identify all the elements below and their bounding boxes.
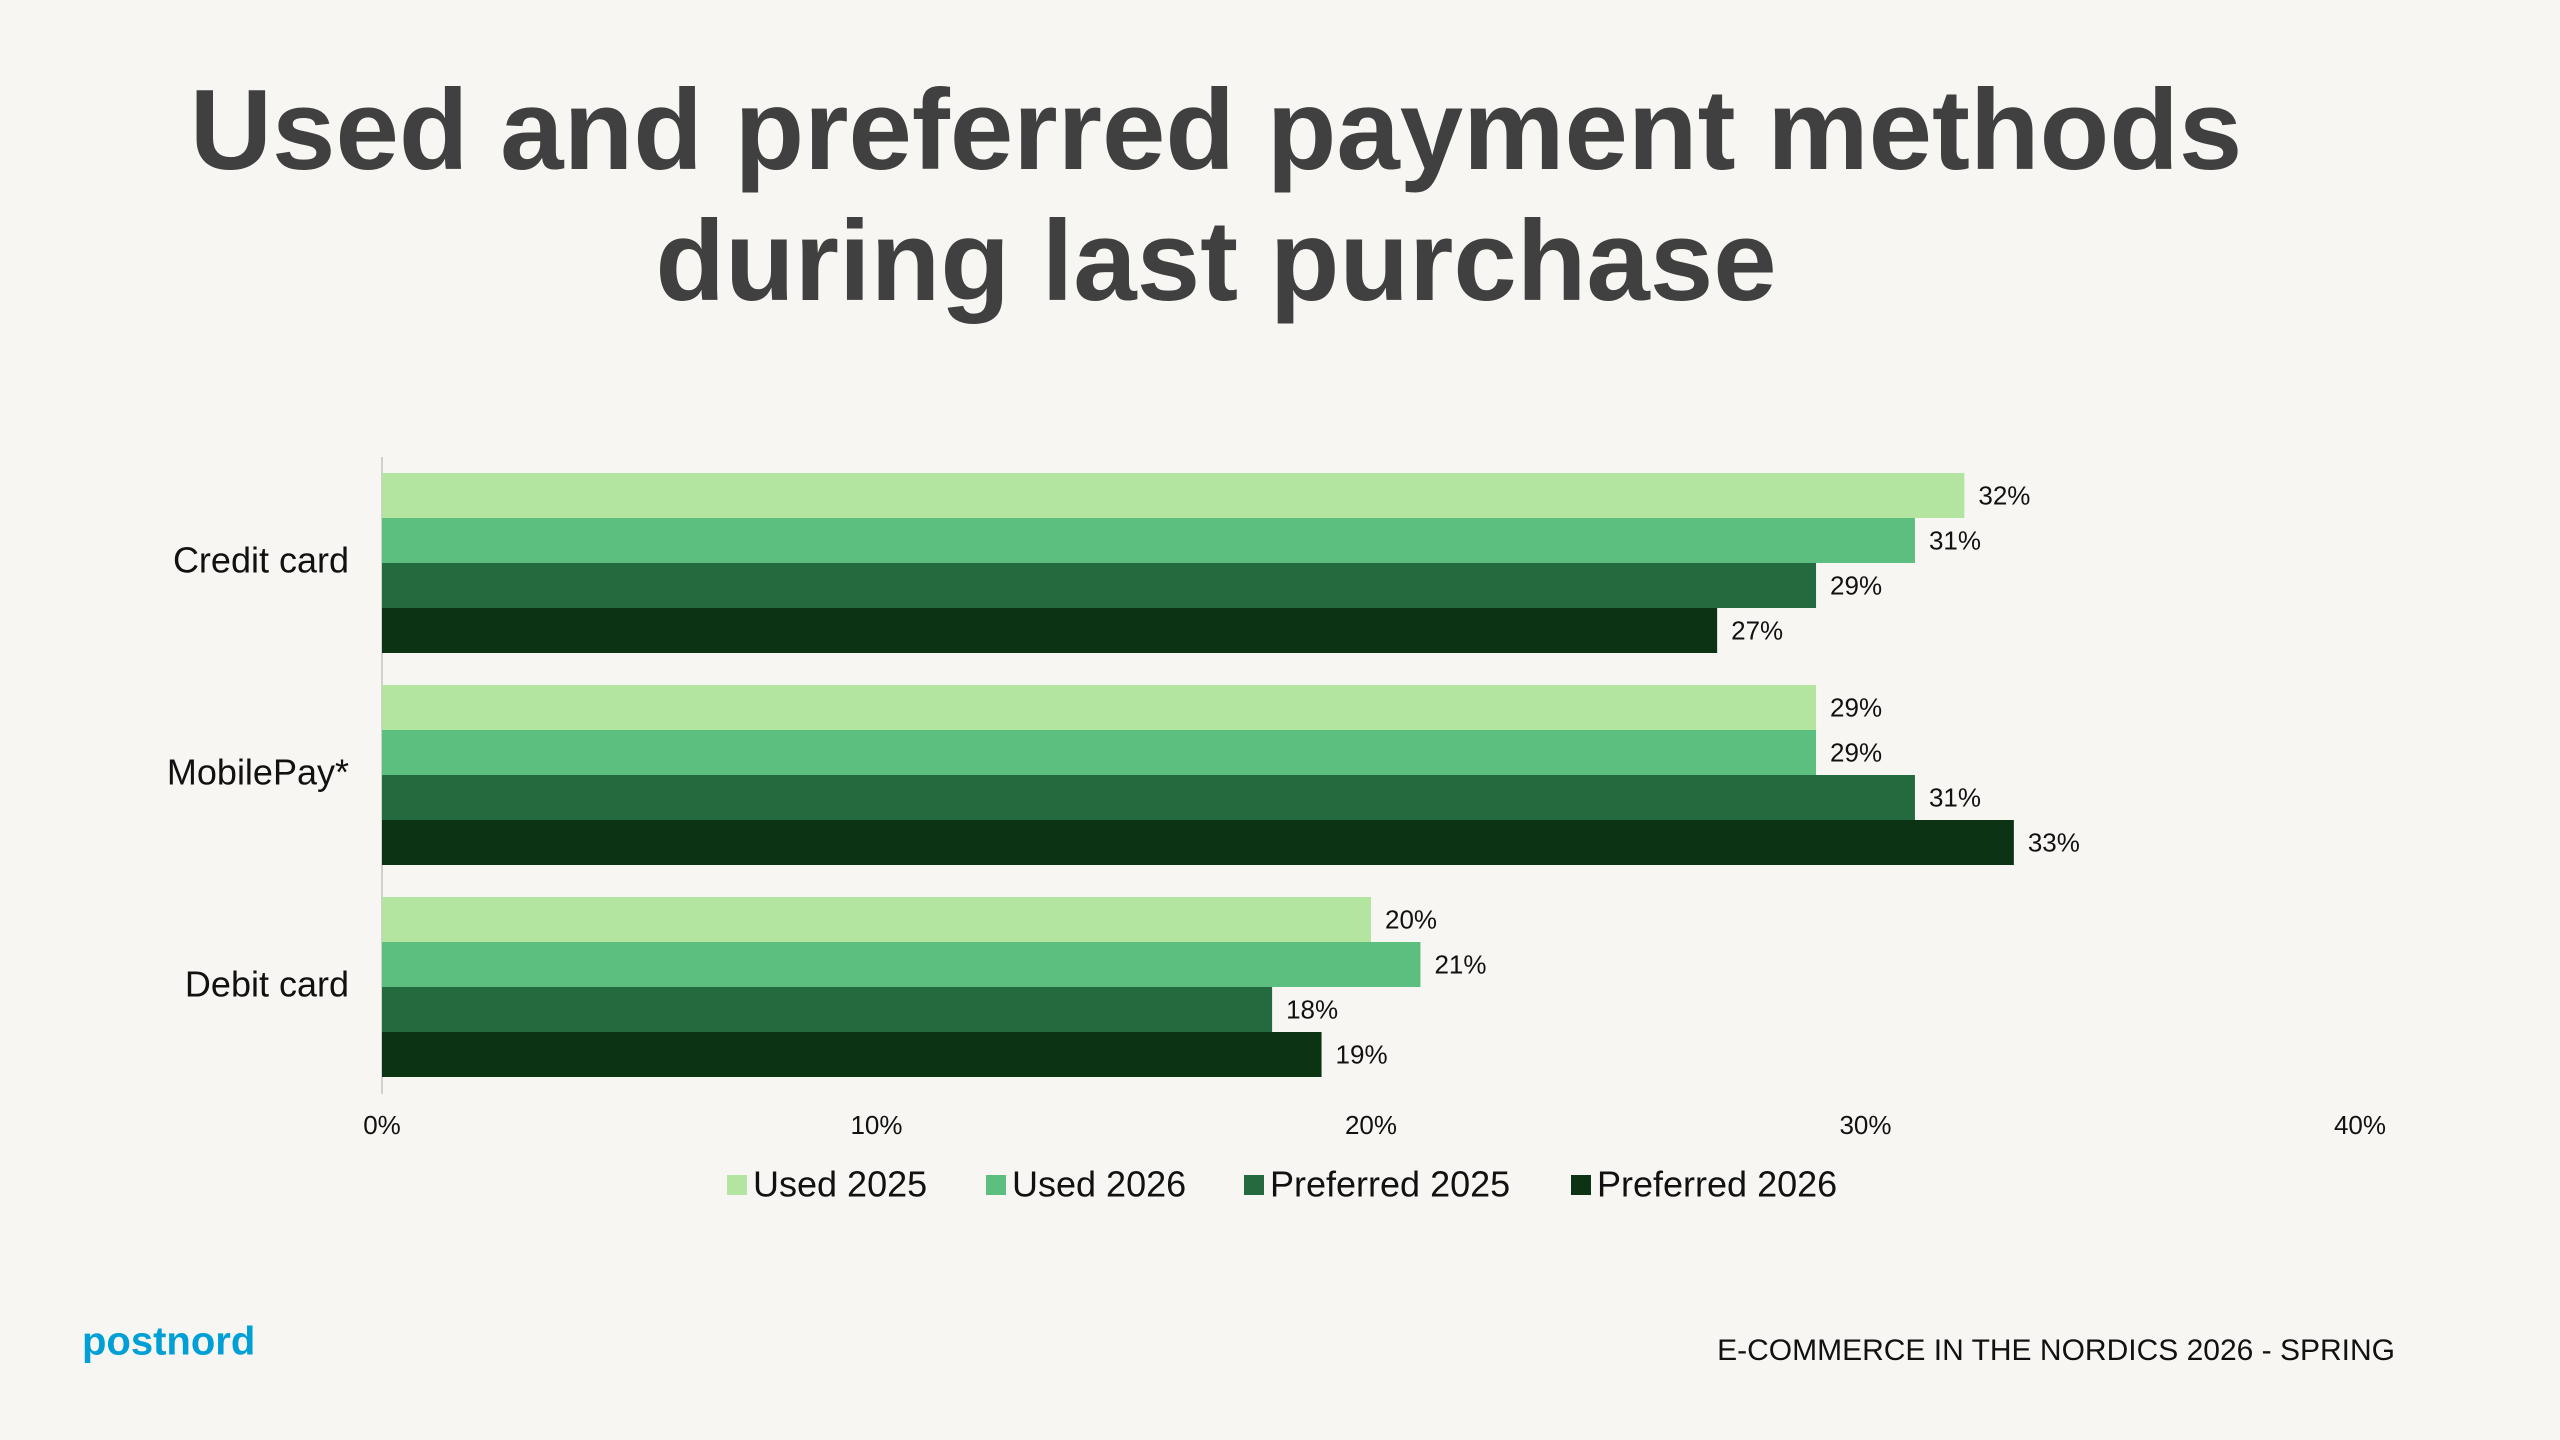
bar xyxy=(382,685,1817,730)
bar xyxy=(382,563,1817,608)
bar xyxy=(382,820,2014,865)
bar xyxy=(382,942,1421,987)
value-label: 32% xyxy=(1978,480,2030,510)
legend-swatch xyxy=(727,1175,747,1195)
chart-title-line: during last purchase xyxy=(655,198,1776,325)
legend-label: Used 2026 xyxy=(1012,1164,1186,1205)
legend-label: Preferred 2026 xyxy=(1597,1164,1837,1205)
value-label: 20% xyxy=(1385,904,1437,934)
y-tick-label: Credit card xyxy=(173,540,349,581)
value-label: 29% xyxy=(1830,737,1882,767)
footer-source: E-COMMERCE IN THE NORDICS 2026 - SPRING xyxy=(1717,1334,2395,1367)
x-tick-label: 10% xyxy=(850,1110,902,1140)
x-tick-label: 0% xyxy=(363,1110,401,1140)
y-tick-label: Debit card xyxy=(185,964,349,1005)
value-label: 19% xyxy=(1336,1039,1388,1069)
bar xyxy=(382,608,1718,653)
value-label: 29% xyxy=(1830,570,1882,600)
bar xyxy=(382,897,1371,942)
x-tick-label: 20% xyxy=(1345,1110,1397,1140)
value-label: 21% xyxy=(1434,949,1486,979)
logo: postnord xyxy=(82,1320,255,1364)
value-label: 31% xyxy=(1929,782,1981,812)
legend-label: Used 2025 xyxy=(753,1164,927,1205)
bar xyxy=(382,518,1915,563)
legend-swatch xyxy=(1571,1175,1591,1195)
legend-swatch xyxy=(1244,1175,1264,1195)
y-tick-label: MobilePay* xyxy=(167,752,349,793)
value-label: 31% xyxy=(1929,525,1981,555)
value-label: 33% xyxy=(2028,827,2080,857)
x-tick-label: 40% xyxy=(2334,1110,2386,1140)
bar xyxy=(382,730,1817,775)
legend-label: Preferred 2025 xyxy=(1270,1164,1510,1205)
value-label: 27% xyxy=(1731,615,1783,645)
x-tick-label: 30% xyxy=(1839,1110,1891,1140)
chart-title-line: Used and preferred payment methods xyxy=(190,67,2243,194)
bar xyxy=(382,775,1915,820)
value-label: 29% xyxy=(1830,692,1882,722)
value-label: 18% xyxy=(1286,994,1338,1024)
bar xyxy=(382,1032,1322,1077)
legend-swatch xyxy=(986,1175,1006,1195)
bar xyxy=(382,473,1965,518)
bar xyxy=(382,987,1273,1032)
